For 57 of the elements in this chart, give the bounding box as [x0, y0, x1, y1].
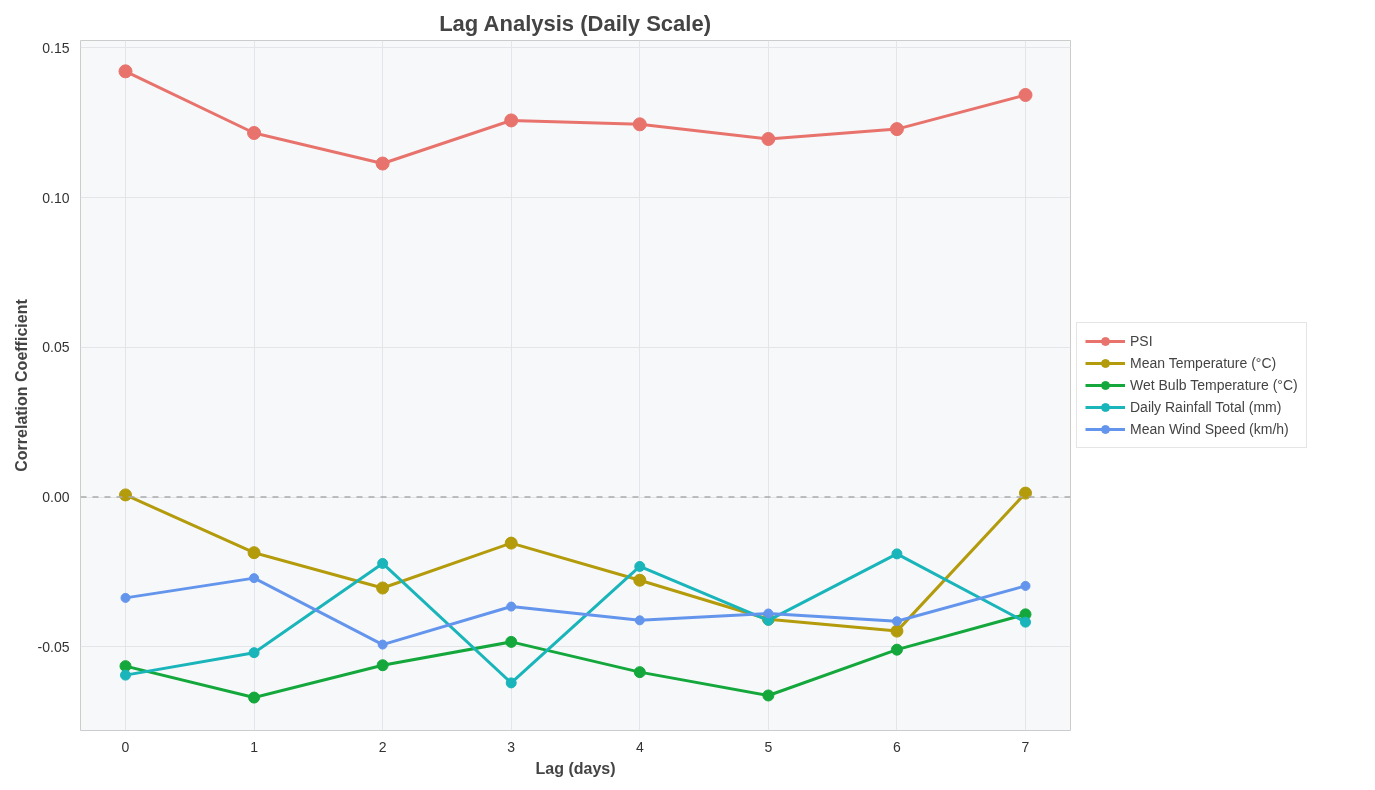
y-tick-label: -0.05	[37, 638, 70, 655]
point	[118, 64, 133, 79]
x-tick-label: 4	[635, 738, 644, 755]
point	[632, 117, 647, 132]
point	[891, 616, 902, 627]
legend-label: Mean Temperature (°C)	[1130, 355, 1277, 371]
point	[634, 615, 645, 626]
y-tick-label: 0.10	[42, 189, 70, 206]
y-tick-label: 0.00	[42, 489, 70, 506]
point	[504, 536, 518, 550]
x-axis-title: Lag (days)	[535, 759, 616, 777]
legend-label: PSI	[1130, 333, 1153, 349]
y-tick-label: 0.15	[42, 39, 70, 56]
point	[505, 677, 517, 689]
point	[633, 666, 646, 679]
point	[1018, 87, 1033, 102]
point	[120, 669, 131, 681]
x-tick-label: 3	[507, 738, 516, 755]
point	[248, 647, 260, 659]
point	[890, 624, 904, 638]
legend-label: Wet Bulb Temperature (°C)	[1130, 377, 1298, 393]
y-axis-title: Correlation Coefficient	[12, 298, 30, 472]
chart-title: Lag Analysis (Daily Scale)	[439, 10, 712, 36]
point	[890, 643, 903, 656]
point	[633, 573, 647, 587]
legend-label: Mean Wind Speed (km/h)	[1130, 421, 1289, 437]
point	[247, 546, 261, 560]
point	[891, 548, 903, 560]
point	[249, 573, 260, 584]
point	[761, 132, 776, 146]
point	[248, 691, 261, 704]
point	[247, 126, 262, 140]
x-tick-label: 6	[893, 738, 902, 755]
point	[763, 608, 774, 619]
point	[376, 659, 389, 672]
point	[504, 113, 519, 128]
point	[377, 557, 389, 569]
legend-label: Daily Rainfall Total (mm)	[1130, 399, 1282, 415]
y-tick-label: 0.05	[42, 339, 70, 356]
point	[889, 122, 904, 137]
point	[506, 601, 517, 612]
point	[375, 156, 390, 171]
point	[1020, 616, 1031, 628]
x-tick-label: 2	[378, 738, 387, 755]
x-tick-label: 1	[250, 738, 259, 755]
point	[634, 560, 646, 572]
point	[376, 581, 390, 595]
x-tick-label: 5	[764, 738, 773, 755]
point	[1019, 486, 1032, 500]
point	[1020, 580, 1031, 591]
x-tick-label: 7	[1021, 738, 1030, 755]
point	[377, 639, 388, 650]
point	[762, 689, 775, 702]
point	[505, 635, 518, 648]
point	[119, 488, 132, 502]
point	[120, 592, 131, 603]
x-tick-label: 0	[121, 738, 130, 755]
